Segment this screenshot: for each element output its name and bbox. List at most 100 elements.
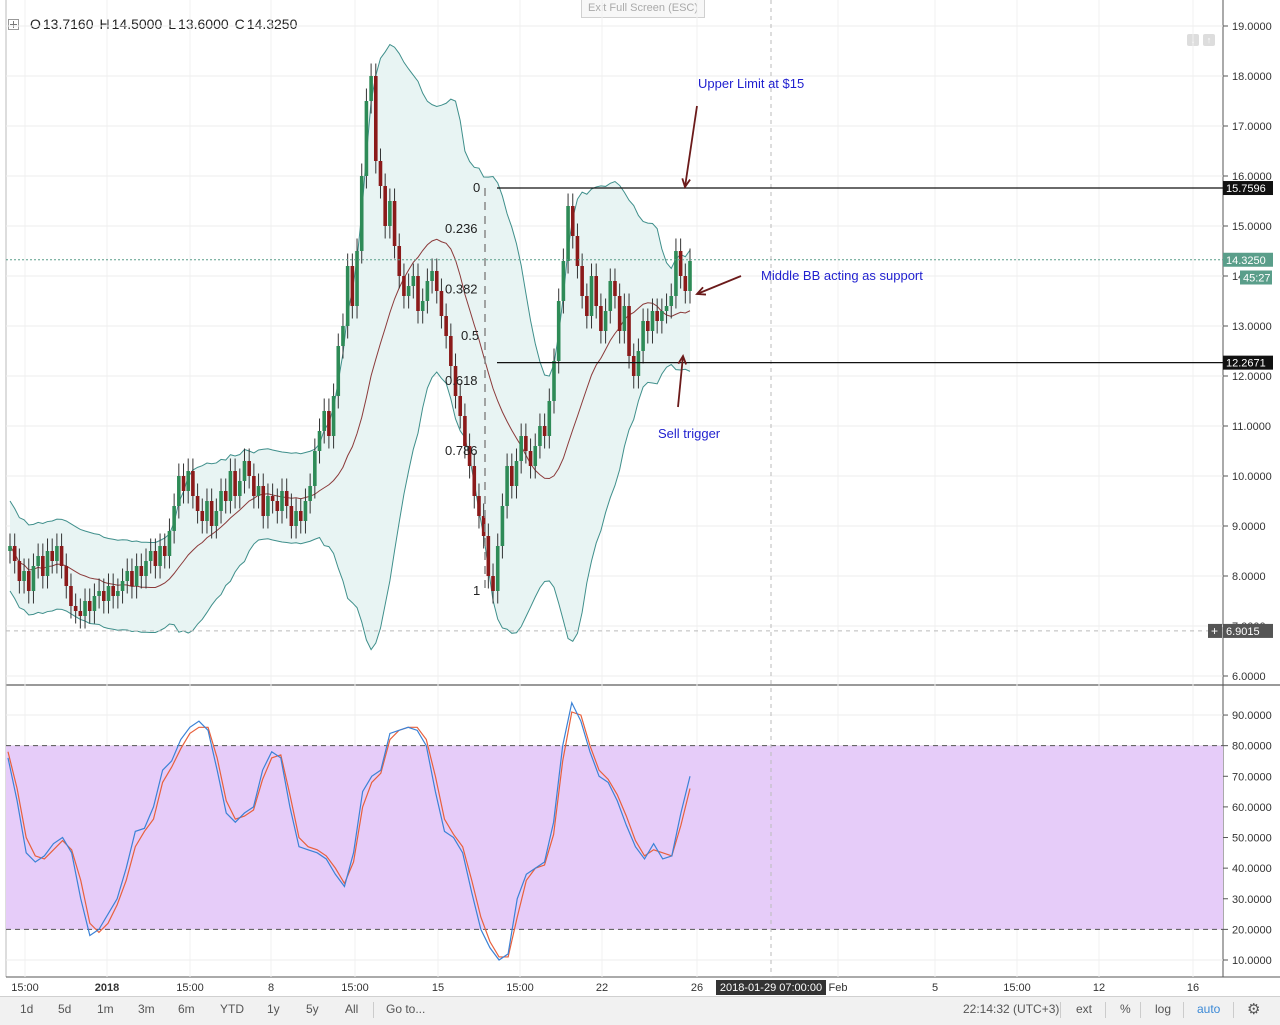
gear-icon[interactable]: ⚙ xyxy=(1247,1001,1261,1018)
fib-level-label: 0.618 xyxy=(445,373,478,388)
candle-body xyxy=(64,566,69,586)
candle-body xyxy=(688,261,692,291)
candle-body xyxy=(524,436,528,451)
collapse-legend-icon[interactable] xyxy=(8,18,19,30)
range-1m-button[interactable]: 1m xyxy=(97,1002,114,1016)
range-3m-button[interactable]: 3m xyxy=(138,1002,155,1016)
candle-body xyxy=(420,301,425,311)
candle-body xyxy=(261,486,266,516)
candle-body xyxy=(514,461,519,486)
range-5d-button[interactable]: 5d xyxy=(58,1002,72,1016)
bottom-toolbar: 1d 5d 1m 3m 6m YTD 1y 5y All Go to... 22… xyxy=(0,996,1280,1025)
candle-body xyxy=(392,201,397,246)
candle-body xyxy=(59,546,64,566)
time-tick-label: 16 xyxy=(1187,982,1199,994)
scroll-forward-icon[interactable]: ↑ xyxy=(1203,34,1215,46)
candle-body xyxy=(83,601,87,616)
candle-body xyxy=(284,491,289,506)
time-tick-label: 15:00 xyxy=(1003,982,1031,994)
candle-body xyxy=(500,506,505,546)
candle-body xyxy=(134,566,139,586)
candle-body xyxy=(449,336,453,366)
price-tick-label: 13.0000 xyxy=(1232,321,1272,333)
candle-body xyxy=(50,551,55,561)
range-6m-button[interactable]: 6m xyxy=(178,1002,195,1016)
fib-level-label: 0 xyxy=(473,180,480,195)
upper-limit-arrow xyxy=(684,105,698,188)
ohlc-legend: O 13.7160 H 14.5000 L 13.6000 C 14.3250 xyxy=(8,16,297,32)
range-1y-button[interactable]: 1y xyxy=(267,1002,280,1016)
candle-body xyxy=(116,591,120,596)
price-tick-label: 18.0000 xyxy=(1232,71,1272,83)
price-tick-label: 6.0000 xyxy=(1232,671,1266,683)
candle-body xyxy=(275,501,280,511)
candle-body xyxy=(486,536,491,576)
percent-scale-toggle[interactable]: % xyxy=(1120,1002,1131,1016)
candle-body xyxy=(477,496,481,516)
stoch-tick-label: 30.0000 xyxy=(1232,894,1272,906)
extended-hours-toggle[interactable]: ext xyxy=(1076,1002,1093,1016)
candle-body xyxy=(209,501,214,526)
ohlc-low-value: 13.6000 xyxy=(178,16,229,32)
candle-body xyxy=(589,276,594,316)
candle-body xyxy=(622,306,627,331)
candle-body xyxy=(298,511,303,521)
price-axis-marker xyxy=(1240,270,1272,285)
goto-button[interactable]: Go to... xyxy=(386,1002,426,1016)
candle-body xyxy=(195,496,200,511)
candle-body xyxy=(97,591,101,596)
candle-body xyxy=(219,491,223,511)
stoch-band xyxy=(6,745,1223,930)
candle-body xyxy=(430,271,434,281)
range-5y-button[interactable]: 5y xyxy=(306,1002,319,1016)
candle-body xyxy=(308,486,312,501)
candle-body xyxy=(162,546,167,556)
time-tick-label: 15:00 xyxy=(341,982,369,994)
crosshair-plus-box xyxy=(1208,623,1222,638)
candle-body xyxy=(402,276,406,296)
candle-body xyxy=(655,311,659,321)
candle-body xyxy=(303,501,308,521)
candle-body xyxy=(585,296,589,316)
exit-fullscreen-button[interactable]: Exit Full Screen (ESC) xyxy=(581,0,705,18)
candle-body xyxy=(453,366,458,396)
time-tick-label: 2018 xyxy=(95,982,119,994)
ohlc-close-label: C xyxy=(234,16,245,32)
candle-body xyxy=(669,296,674,306)
toolbar-divider xyxy=(1140,1002,1141,1018)
bollinger-band-fill xyxy=(10,44,690,650)
candle-body xyxy=(92,596,97,611)
middle-bb-arrow-head xyxy=(695,286,707,296)
candle-body xyxy=(359,176,364,251)
price-axis-marker-label: 14.3250 xyxy=(1226,255,1266,267)
price-tick-label: 10.0000 xyxy=(1232,471,1272,483)
log-scale-toggle[interactable]: log xyxy=(1155,1002,1172,1016)
price-axis-marker xyxy=(1223,355,1273,370)
candle-body xyxy=(608,281,613,311)
candle-body xyxy=(289,506,294,526)
fib-level-label: 0.5 xyxy=(461,328,479,343)
candle-body xyxy=(355,251,359,306)
candle-body xyxy=(491,576,495,591)
range-1d-button[interactable]: 1d xyxy=(20,1002,34,1016)
auto-scale-toggle[interactable]: auto xyxy=(1197,1002,1221,1016)
price-axis-marker-label: 6.9015 xyxy=(1226,626,1260,638)
price-axis-marker xyxy=(1223,252,1273,267)
candle-body xyxy=(317,431,322,451)
time-tick-label: 15:00 xyxy=(506,982,534,994)
candle-body xyxy=(383,186,387,226)
range-ytd-button[interactable]: YTD xyxy=(220,1002,244,1016)
candle-body xyxy=(519,436,523,461)
candle-body xyxy=(533,446,538,466)
range-all-button[interactable]: All xyxy=(345,1002,359,1016)
candle-body xyxy=(664,306,669,311)
price-chart[interactable]: 19.000018.000017.000016.000015.000014.00… xyxy=(0,0,1280,996)
price-tick-label: 8.0000 xyxy=(1232,571,1266,583)
candle-body xyxy=(73,606,78,611)
candle-body xyxy=(130,571,134,586)
candle-body xyxy=(373,76,378,161)
candle-body xyxy=(214,511,219,526)
time-tick-label: 12 xyxy=(1093,982,1105,994)
candle-body xyxy=(237,481,242,496)
time-tick-label: 26 xyxy=(691,982,703,994)
